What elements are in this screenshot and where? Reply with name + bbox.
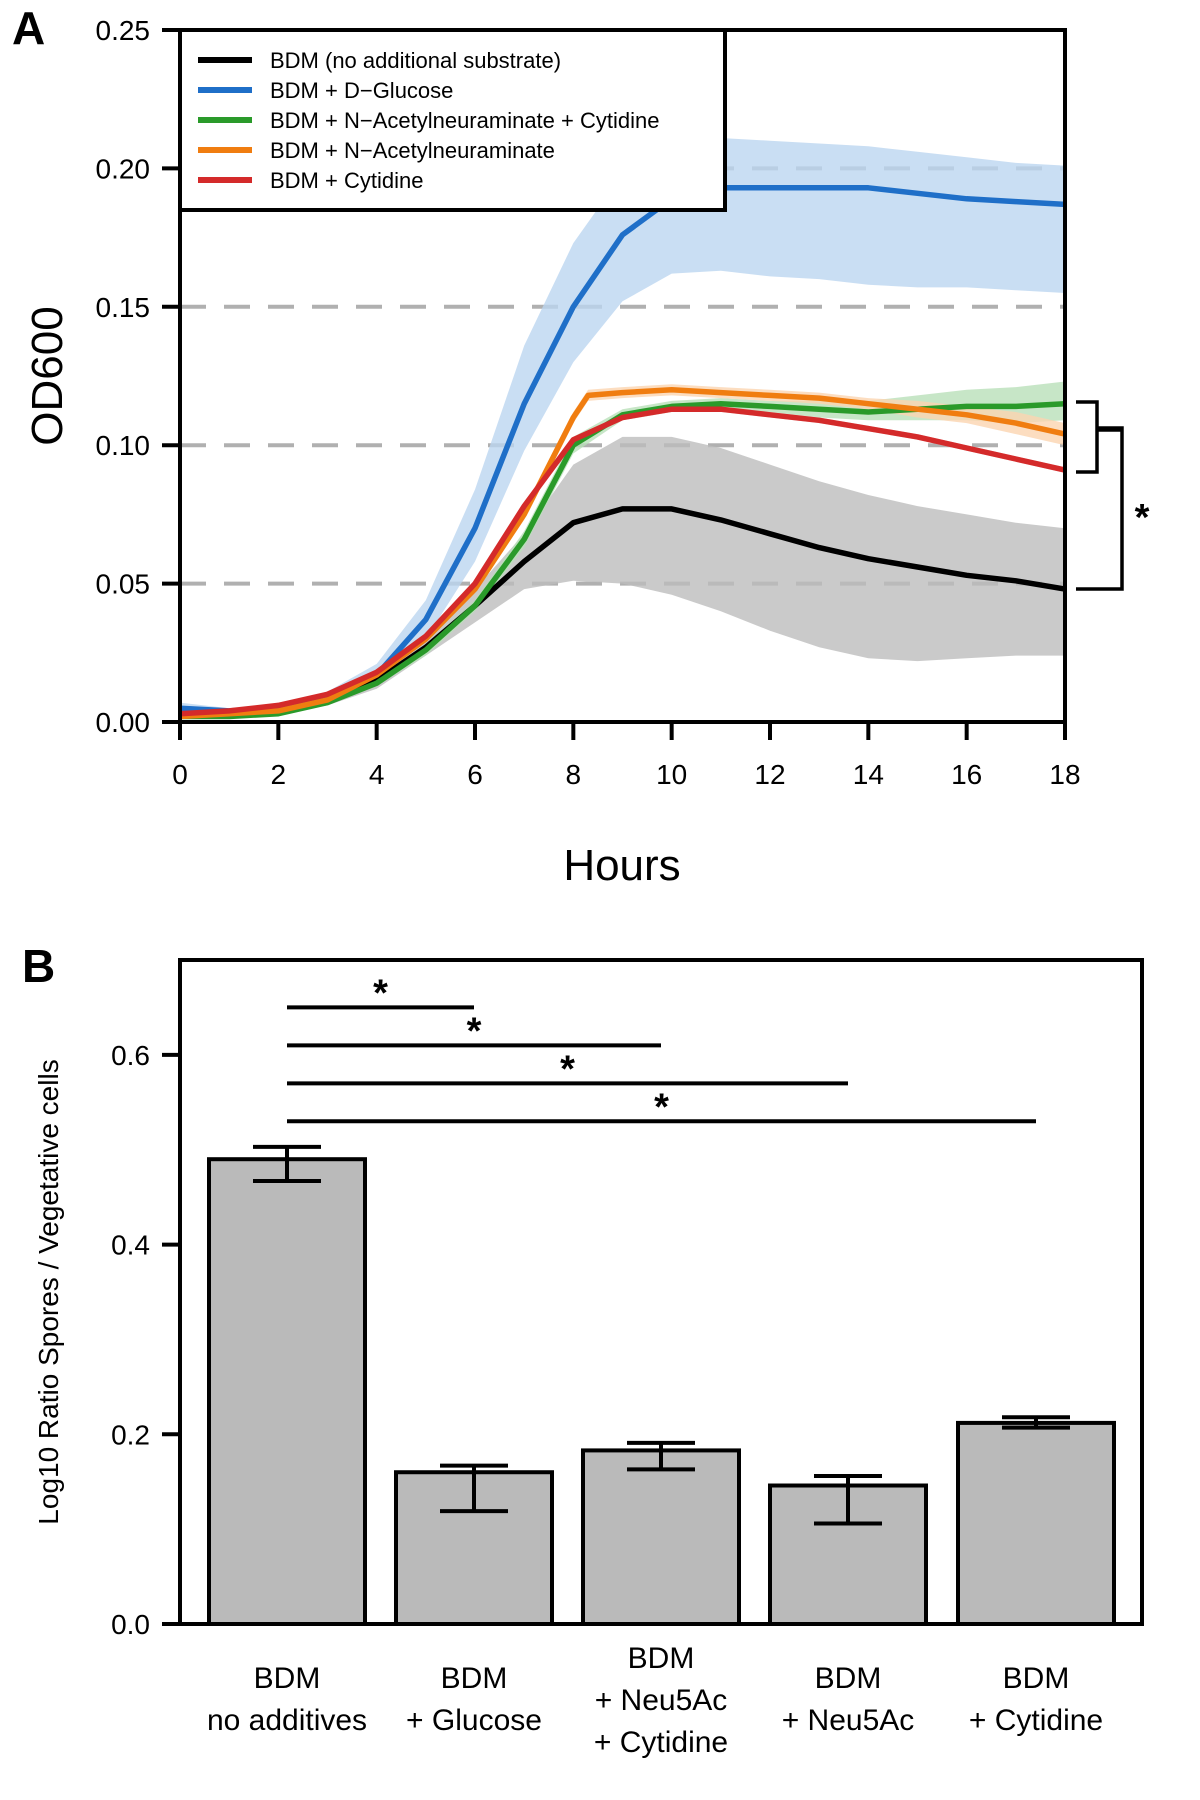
legend-label-3: BDM + N−Acetylneuraminate: [270, 138, 555, 163]
series-band-1: [180, 138, 1065, 714]
legend-label-1: BDM + D−Glucose: [270, 78, 453, 103]
y-tick-label: 0.05: [96, 569, 151, 600]
y-tick-label-b: 0.0: [111, 1609, 150, 1640]
plot-frame-b: [178, 958, 1144, 1626]
x-tick-label: 2: [271, 759, 287, 790]
y-tick-label: 0.25: [96, 15, 151, 46]
category-label-3: BDM: [815, 1662, 882, 1695]
y-tick-label: 0.00: [96, 707, 151, 738]
x-tick-label: 4: [369, 759, 385, 790]
x-axis: 0 2 4 6 8 10 12 14 16 18: [172, 722, 1081, 790]
panel-a: A 0 2 4 6 8 10 12 14 16 18 0.000.050.100.150.200.…: [12, 2, 1150, 890]
significance-star-1: *: [467, 1010, 482, 1052]
legend-box: [178, 28, 727, 212]
series-band-0: [180, 436, 1065, 717]
significance-star-0: *: [373, 972, 388, 1014]
x-tick-label: 6: [467, 759, 483, 790]
series-line-3: [179, 387, 1066, 720]
significance-star-3: *: [654, 1086, 669, 1128]
series-line-4: [179, 406, 1066, 717]
category-label-4: + Cytidine: [969, 1704, 1103, 1737]
y-axis: 0.00 0.05 0.10 0.15 0.20 0.25: [96, 15, 180, 738]
category-label-2: + Neu5Ac: [595, 1684, 728, 1717]
category-label-1: + Glucose: [406, 1704, 542, 1737]
category-label-2: BDM: [628, 1642, 695, 1675]
panel-b: B * * * * 0.0 0.2 0.4 0.6 BDM no additives BDM + …: [22, 940, 1144, 1759]
category-label-4: BDM: [1003, 1662, 1070, 1695]
confidence-bands: [180, 138, 1065, 717]
y-tick-label: 0.15: [96, 292, 151, 323]
bars: [207, 1157, 1116, 1626]
category-label-0: BDM: [254, 1662, 321, 1695]
x-tick-label: 0: [172, 759, 188, 790]
panel-letter-a: A: [12, 2, 45, 54]
x-tick-label: 8: [566, 759, 582, 790]
x-tick-label: 14: [853, 759, 884, 790]
x-axis-title: Hours: [563, 841, 680, 890]
bar-4: [956, 1420, 1116, 1626]
y-axis-title: OD600: [23, 306, 72, 445]
legend-label-4: BDM + Cytidine: [270, 168, 423, 193]
x-tick-label: 10: [656, 759, 687, 790]
error-bars: [253, 1144, 1070, 1526]
significance-brackets: *: [1076, 400, 1150, 591]
y-tick-label: 0.20: [96, 153, 151, 184]
significance-star: *: [1135, 497, 1150, 539]
panel-letter-b: B: [22, 940, 55, 992]
y-axis-b: 0.0 0.2 0.4 0.6: [111, 1040, 180, 1640]
category-label-0: no additives: [207, 1704, 367, 1737]
significance-lines: * * * *: [287, 972, 1036, 1128]
series-lines: [179, 185, 1066, 720]
x-tick-label: 18: [1049, 759, 1080, 790]
y-tick-label-b: 0.4: [111, 1230, 150, 1261]
category-labels: BDM no additives BDM + Glucose BDM + Neu5Ac + …: [207, 1642, 1103, 1759]
bracket-outer: [1076, 426, 1124, 591]
significance-star-2: *: [560, 1048, 575, 1090]
legend-label-0: BDM (no additional substrate): [270, 48, 561, 73]
x-tick-label: 12: [754, 759, 785, 790]
y-axis-title-b: Log10 Ratio Spores / Vegetative cells: [33, 1059, 64, 1524]
bracket-inner: [1076, 400, 1099, 474]
y-tick-label: 0.10: [96, 430, 151, 461]
category-label-1: BDM: [441, 1662, 508, 1695]
y-tick-label-b: 0.2: [111, 1419, 150, 1450]
bar-2: [581, 1448, 741, 1626]
bar-0: [207, 1157, 367, 1626]
category-label-2: + Cytidine: [594, 1726, 728, 1759]
category-label-3: + Neu5Ac: [782, 1704, 915, 1737]
legend-label-2: BDM + N−Acetylneuraminate + Cytidine: [270, 108, 659, 133]
y-tick-label-b: 0.6: [111, 1040, 150, 1071]
x-tick-label: 16: [951, 759, 982, 790]
legend: BDM (no additional substrate) BDM + D−Glu…: [178, 28, 727, 212]
